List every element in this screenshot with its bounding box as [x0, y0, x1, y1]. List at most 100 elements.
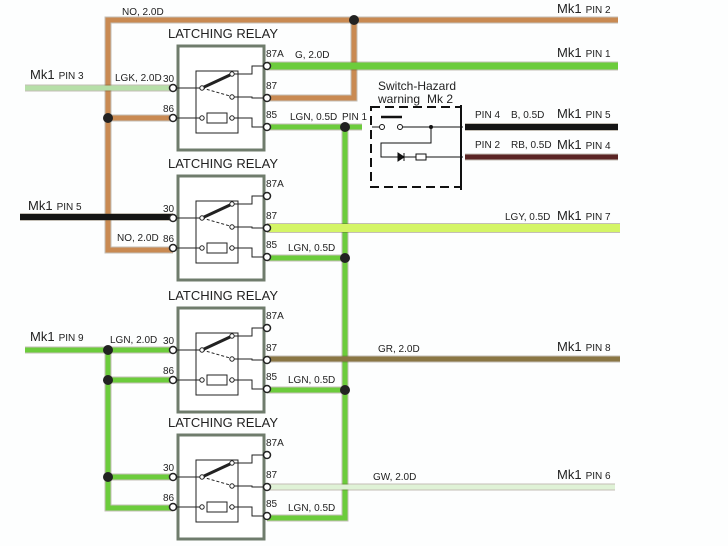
terminal-87a-label: 87A	[266, 179, 284, 190]
wire-label: GW, 2.0D	[373, 472, 416, 483]
terminal-icon	[262, 511, 272, 521]
terminal-86-label: 86	[163, 366, 175, 377]
connector-label-pin9: Mk1 PIN 9	[30, 329, 84, 344]
wire-label: LGN, 2.0D	[110, 335, 157, 346]
terminal-85-label: 85	[266, 372, 278, 383]
terminal-30-label: 30	[163, 204, 175, 215]
switch-label-2: warning	[377, 92, 420, 106]
wire-no-brown-87	[267, 20, 357, 101]
wire-label: PIN 1	[342, 112, 367, 123]
terminal-icon	[262, 323, 272, 333]
terminal-87-label: 87	[266, 343, 278, 354]
wire-label: G, 2.0D	[295, 50, 329, 61]
junctions	[103, 15, 359, 482]
switch-dashed-box	[370, 106, 462, 188]
resistor-icon	[415, 153, 427, 161]
relay-title: LATCHING RELAY	[168, 415, 278, 430]
wire-no-brown	[105, 17, 618, 253]
terminal-85-label: 85	[266, 240, 278, 251]
relays: LATCHING RELAY 30 86 87A 87 85 LATCHING RELAY 3…	[163, 26, 284, 541]
terminal-icon	[262, 223, 272, 233]
relay-title: LATCHING RELAY	[168, 156, 278, 171]
junction-dot	[103, 345, 113, 355]
wire-label: B, 0.5D	[511, 110, 544, 121]
wire-label: NO, 2.0D	[122, 7, 164, 18]
wire-label: LGN, 0.5D	[288, 243, 335, 254]
wire-label: LGN, 0.5D	[288, 503, 335, 514]
wire-label: LGN, 0.5D	[288, 375, 335, 386]
relay-title: LATCHING RELAY	[168, 26, 278, 41]
latching-relay-2: LATCHING RELAY 30 86 87A 87 85	[163, 156, 284, 282]
wire-label: PIN 4	[475, 110, 500, 121]
terminal-icon	[262, 122, 272, 132]
switch-arm-icon	[201, 73, 231, 90]
terminal-icon	[262, 384, 272, 394]
terminal-87a-label: 87A	[266, 311, 284, 322]
terminal-icon	[168, 345, 178, 355]
terminal-icon	[262, 93, 272, 103]
terminal-30-label: 30	[163, 463, 175, 474]
coil-icon	[206, 501, 228, 513]
terminal-icon	[168, 213, 178, 223]
terminal-85-label: 85	[266, 499, 278, 510]
switch-hazard-warning: Switch-Hazard warning Mk 2	[370, 79, 463, 190]
terminal-icon	[168, 83, 178, 93]
connector-label-pin5-in: Mk1 PIN 5	[28, 198, 82, 213]
terminal-86-label: 86	[163, 104, 175, 115]
switch-mk-label: Mk 2	[427, 92, 453, 106]
connector-label-pin2: Mk1 PIN 2	[557, 1, 611, 16]
latching-relay-3: LATCHING RELAY 30 86 87A 87 85	[163, 288, 284, 414]
terminal-87-label: 87	[266, 470, 278, 481]
junction-dot	[349, 15, 359, 25]
switch-label: Switch-Hazard	[378, 79, 456, 93]
connector-label-pin6: Mk1 PIN 6	[557, 467, 611, 482]
wire-label: LGN, 0.5D	[290, 112, 337, 123]
wire-lgn-vertical	[105, 350, 173, 511]
connector-label-pin1: Mk1 PIN 1	[557, 45, 611, 60]
terminal-icon	[168, 502, 178, 512]
terminal-86-label: 86	[163, 493, 175, 504]
connector-label-pin7: Mk1 PIN 7	[557, 208, 611, 223]
junction-dot	[340, 253, 350, 263]
latching-relay-1: LATCHING RELAY 30 86 87A 87 85	[163, 26, 284, 152]
coil-icon	[206, 374, 228, 386]
connector-label-pin5-out: Mk1 PIN 5	[557, 106, 611, 121]
switch-arm-icon	[201, 335, 231, 352]
wire-label: LGK, 2.0D	[115, 73, 162, 84]
wire-label: GR, 2.0D	[378, 344, 420, 355]
connector-labels: Mk1 PIN 2 Mk1 PIN 1 Mk1 PIN 3 Mk1 PIN 5 Mk1 PIN 4…	[28, 1, 611, 482]
terminal-icon	[262, 191, 272, 201]
wires	[20, 16, 620, 522]
terminal-87a-label: 87A	[266, 49, 284, 60]
wire-label: LGY, 0.5D	[505, 212, 550, 223]
coil-icon	[206, 112, 228, 124]
coil-icon	[206, 242, 228, 254]
switch-arm-icon	[201, 462, 231, 479]
terminal-icon	[168, 243, 178, 253]
wire-label: RB, 0.5D	[511, 140, 552, 151]
terminal-87-label: 87	[266, 81, 278, 92]
terminal-icon	[262, 355, 272, 365]
wire-label: PIN 2	[475, 140, 500, 151]
terminal-87a-label: 87A	[266, 438, 284, 449]
junction-dot	[103, 375, 113, 385]
terminal-icon	[262, 450, 272, 460]
terminal-icon	[168, 113, 178, 123]
terminal-icon	[168, 375, 178, 385]
wire-label: NO, 2.0D	[117, 233, 159, 244]
terminal-30-label: 30	[163, 74, 175, 85]
terminal-icon	[262, 482, 272, 492]
terminal-30-label: 30	[163, 336, 175, 347]
junction-dot	[340, 122, 350, 132]
terminal-86-label: 86	[163, 234, 175, 245]
switch-arm-icon	[201, 203, 231, 220]
connector-label-pin8: Mk1 PIN 8	[557, 339, 611, 354]
relay-title: LATCHING RELAY	[168, 288, 278, 303]
junction-dot	[103, 113, 113, 123]
junction-dot	[103, 472, 113, 482]
terminal-85-label: 85	[266, 110, 278, 121]
latching-relay-4: LATCHING RELAY 30 86 87A 87 85	[163, 415, 284, 541]
terminal-icon	[168, 472, 178, 482]
